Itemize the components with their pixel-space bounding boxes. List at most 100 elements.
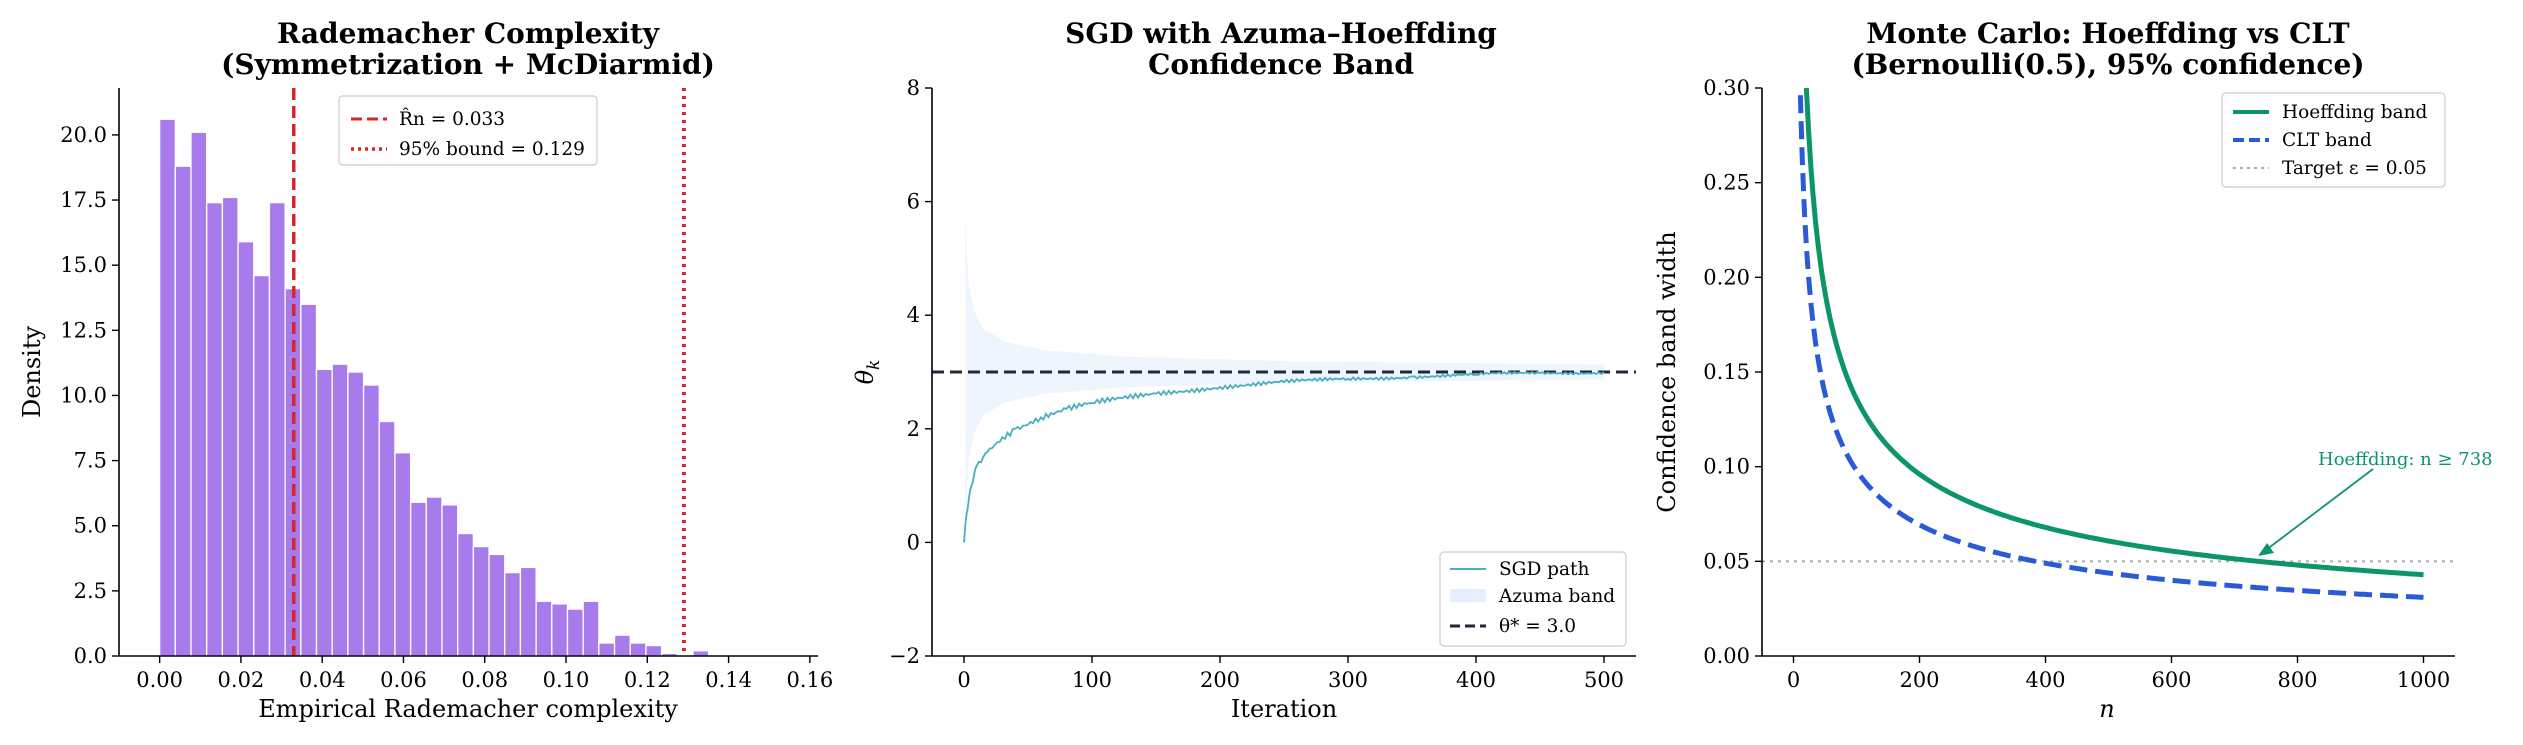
histogram-bar <box>472 545 490 657</box>
panel1-bars <box>158 118 788 657</box>
panel1-x-tick-label: 0.02 <box>218 668 265 692</box>
panel1-y-tick-label: 17.5 <box>60 188 107 212</box>
histogram-bar <box>158 118 176 657</box>
panel-montecarlo: Monte Carlo: Hoeffding vs CLT (Bernoulli… <box>1653 17 2493 723</box>
sgd-path-line <box>963 370 1605 543</box>
panel1-axes <box>118 88 818 657</box>
panel1-y-tick-label: 5.0 <box>74 514 107 538</box>
histogram-bar <box>221 196 239 657</box>
panel1-x-ticks: 0.00 0.02 0.04 0.06 0.08 0.10 0.12 0.14 0.16 <box>136 656 833 692</box>
histogram-bar <box>190 131 208 657</box>
panel3-x-tick-label: 400 <box>2025 668 2065 692</box>
histogram-bar <box>504 571 522 657</box>
panel3-ylabel: Confidence band width <box>1653 231 1681 512</box>
histogram-bar <box>582 600 600 657</box>
panel3-xlabel: n <box>2099 695 2114 723</box>
panel1-x-tick-label: 0.08 <box>461 668 508 692</box>
panel3-y-tick-label: 0.30 <box>1703 76 1750 100</box>
panel-rademacher: Rademacher Complexity (Symmetrization + … <box>18 17 833 723</box>
panel2-y-tick-label: 2 <box>907 417 920 441</box>
panel1-legend: R̂n = 0.033 95% bound = 0.129 <box>338 95 598 166</box>
panel3-y-tick-label: 0.00 <box>1703 644 1750 668</box>
panel3-y-ticks: 0.00 0.05 0.10 0.15 0.20 0.25 0.30 <box>1703 76 1762 668</box>
histogram-bar <box>535 600 553 657</box>
panel1-y-tick-label: 0.0 <box>74 644 107 668</box>
panel2-legend: SGD path Azuma band θ* = 3.0 <box>1439 551 1627 647</box>
panel1-xlabel: Empirical Rademacher complexity <box>258 695 678 723</box>
legend-swatch-azuma-band <box>1450 589 1486 602</box>
histogram-bar <box>441 504 459 657</box>
annotation-arrow <box>2261 468 2374 554</box>
legend-label-theta-star: θ* = 3.0 <box>1499 616 1576 637</box>
panel1-y-ticks: 0.0 2.5 5.0 7.5 10.0 12.5 15.0 17.5 20.0 <box>60 123 119 668</box>
panel3-title-line1: Monte Carlo: Hoeffding vs CLT <box>1866 17 2349 50</box>
histogram-bar <box>519 566 537 657</box>
panel3-x-tick-label: 0 <box>1787 668 1800 692</box>
panel2-title-line1: SGD with Azuma–Hoeffding <box>1065 17 1497 50</box>
histogram-bar <box>425 496 443 657</box>
annotation-arrowhead <box>2258 543 2274 556</box>
panel3-x-tick-label: 800 <box>2277 668 2317 692</box>
panel2-y-tick-label: 0 <box>907 530 920 554</box>
legend-label-hoeffding: Hoeffding band <box>2282 102 2428 123</box>
panel3-x-tick-label: 1000 <box>2397 668 2450 692</box>
panel1-ylabel: Density <box>18 326 46 419</box>
panel2-y-ticks: −2 0 2 4 6 8 <box>889 76 932 668</box>
panel2-x-ticks: 0 100 200 300 400 500 <box>957 656 1624 692</box>
panel1-legend-box <box>338 95 598 166</box>
panel2-y-tick-label: −2 <box>889 644 920 668</box>
panel2-y-tick-label: 6 <box>907 190 920 214</box>
histogram-bar <box>331 363 349 657</box>
hoeffding-annotation: Hoeffding: n ≥ 738 <box>2258 449 2493 556</box>
histogram-bar <box>237 241 255 657</box>
panel1-x-tick-label: 0.14 <box>705 668 752 692</box>
legend-label-clt: CLT band <box>2282 130 2372 151</box>
panel1-y-tick-label: 12.5 <box>60 318 107 342</box>
panel1-x-tick-label: 0.10 <box>543 668 590 692</box>
histogram-bar <box>253 274 271 657</box>
panel1-title-line2: (Symmetrization + McDiarmid) <box>221 48 715 81</box>
panel3-x-tick-label: 600 <box>2151 668 2191 692</box>
panel1-x-tick-label: 0.12 <box>624 668 671 692</box>
panel2-legend-box <box>1439 551 1627 647</box>
histogram-bar <box>315 368 333 657</box>
panel3-y-tick-label: 0.05 <box>1703 549 1750 573</box>
panel2-xlabel: Iteration <box>1231 695 1337 723</box>
panel-sgd: SGD with Azuma–Hoeffding Confidence Band… <box>851 17 1636 723</box>
panel3-x-ticks: 0 200 400 600 800 1000 <box>1787 656 2450 692</box>
panel2-x-tick-label: 500 <box>1584 668 1624 692</box>
panel1-y-tick-label: 7.5 <box>74 449 107 473</box>
histogram-bar <box>613 634 631 657</box>
histogram-bar <box>488 553 506 657</box>
panel1-y-tick-label: 10.0 <box>60 383 107 407</box>
panel1-reference-lines <box>292 88 686 656</box>
legend-label-target: Target ε = 0.05 <box>2282 158 2427 179</box>
panel3-y-tick-label: 0.20 <box>1703 265 1750 289</box>
panel3-y-tick-label: 0.15 <box>1703 360 1750 384</box>
clt-band-line <box>1797 88 2424 600</box>
panel3-title-line2: (Bernoulli(0.5), 95% confidence) <box>1851 48 2364 81</box>
histogram-bar <box>347 371 365 657</box>
panel2-x-tick-label: 400 <box>1456 668 1496 692</box>
panel1-y-tick-label: 2.5 <box>74 579 107 603</box>
panel1-x-tick-label: 0.16 <box>786 668 833 692</box>
histogram-bar <box>268 201 286 657</box>
annotation-text: Hoeffding: n ≥ 738 <box>2318 449 2493 470</box>
histogram-bar <box>394 452 412 657</box>
legend-label-rhat: R̂n = 0.033 <box>399 108 505 130</box>
legend-label-bound: 95% bound = 0.129 <box>399 139 585 160</box>
histogram-bar <box>174 165 192 657</box>
panel1-y-tick-label: 20.0 <box>60 123 107 147</box>
panel3-x-tick-label: 200 <box>1899 668 1939 692</box>
histogram-bar <box>362 384 380 657</box>
histogram-bar <box>457 532 475 657</box>
panel2-x-tick-label: 0 <box>957 668 970 692</box>
panel2-y-tick-label: 8 <box>907 76 920 100</box>
histogram-bar <box>566 608 584 657</box>
histogram-bar <box>409 501 427 657</box>
histogram-bar <box>598 642 616 657</box>
histogram-bar <box>551 603 569 657</box>
panel3-y-tick-label: 0.10 <box>1703 455 1750 479</box>
histogram-bar <box>300 303 318 657</box>
